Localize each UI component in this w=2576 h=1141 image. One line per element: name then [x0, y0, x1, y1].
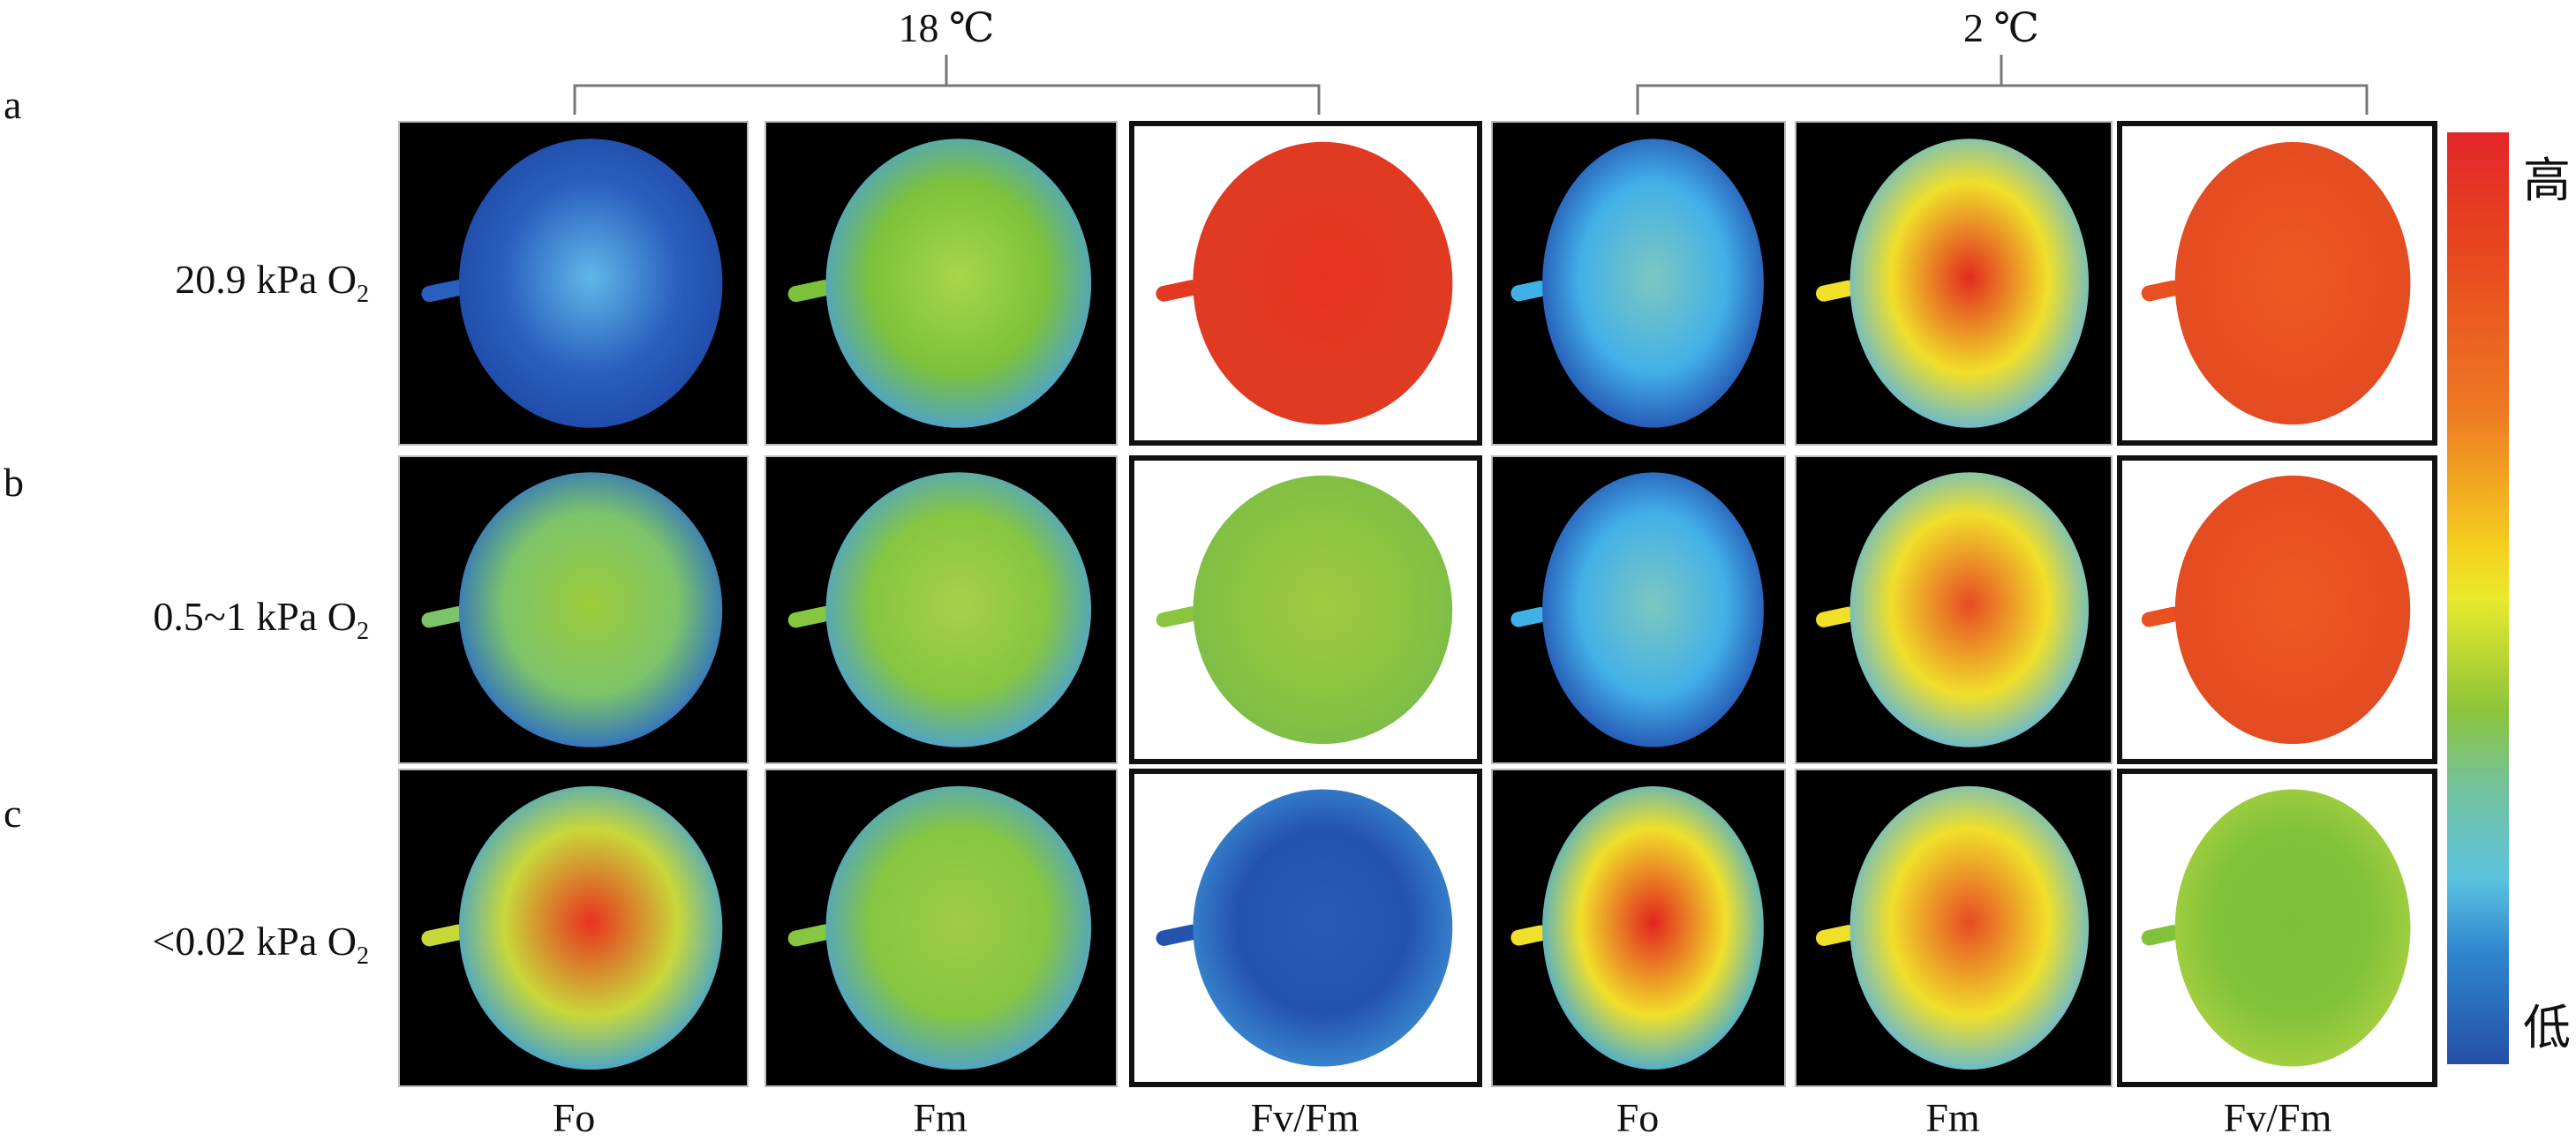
panel-a-fo-18c	[398, 121, 749, 446]
apple-shape	[458, 139, 723, 428]
apple-shape	[1849, 785, 2090, 1070]
panel-a-fvfm-2c	[2117, 121, 2437, 446]
apple-fluorescence-image	[421, 785, 723, 1070]
stem-shape	[1156, 280, 1201, 302]
apple-shape	[458, 785, 723, 1070]
panel-c-fo-2c	[1491, 769, 1786, 1087]
column-label-fm-18c: Fm	[913, 1095, 968, 1140]
column-label-fvfm-18c: Fv/Fm	[1250, 1095, 1360, 1140]
panel-a-fo-2c	[1491, 121, 1786, 446]
stem-shape	[2141, 925, 2181, 946]
apple-shape	[2174, 475, 2411, 745]
temperature-brackets	[573, 55, 2369, 115]
stem-shape	[2141, 606, 2181, 627]
apple-fluorescence-image	[787, 139, 1092, 428]
apple-shape	[1193, 141, 1453, 425]
panel-b-fm-18c	[765, 455, 1118, 764]
apple-fluorescence-image	[2141, 141, 2411, 425]
colorbar-low-label: 低	[2523, 1002, 2571, 1055]
stem-shape	[1816, 280, 1857, 302]
temperature-label-2c: 2 ℃	[1963, 5, 2039, 50]
apple-fluorescence-image	[1510, 472, 1764, 747]
panel-a-fvfm-18c	[1129, 121, 1482, 446]
apple-fluorescence-image	[421, 472, 723, 747]
apple-fluorescence-image	[1156, 475, 1453, 745]
column-label-fo-2c: Fo	[1616, 1095, 1660, 1140]
colorbar	[2447, 132, 2509, 1064]
panel-b-fvfm-18c	[1129, 455, 1482, 764]
panel-a-fm-18c	[765, 121, 1118, 446]
apple-shape	[1542, 139, 1764, 428]
row-label-a: 20.9 kPa O2	[175, 257, 369, 308]
stem-shape	[1510, 925, 1548, 946]
apple-fluorescence-image	[2141, 475, 2411, 745]
apple-fluorescence-image	[1156, 141, 1453, 425]
apple-fluorescence-image	[1510, 785, 1764, 1070]
apple-shape	[2174, 141, 2411, 425]
row-letter-b: b	[4, 460, 24, 505]
apple-shape	[1193, 475, 1453, 745]
row-letter-c: c	[4, 791, 22, 836]
row-label-b: 0.5~1 kPa O2	[153, 594, 369, 645]
stem-shape	[787, 924, 833, 947]
apple-shape	[825, 472, 1092, 747]
apple-shape	[1542, 785, 1764, 1070]
apple-fluorescence-image	[1510, 139, 1764, 428]
panel-c-fm-2c	[1795, 769, 2113, 1087]
apple-fluorescence-image	[1156, 789, 1453, 1067]
apple-shape	[1849, 472, 2090, 747]
stem-shape	[1816, 606, 1857, 627]
stem-shape	[421, 280, 466, 303]
apple-shape	[458, 472, 723, 747]
apple-fluorescence-image	[787, 472, 1092, 747]
apple-fluorescence-image	[1816, 139, 2090, 428]
apple-shape	[825, 785, 1092, 1070]
apple-shape	[1193, 789, 1453, 1067]
stem-shape	[1816, 925, 1857, 946]
panel-c-fvfm-2c	[2117, 769, 2437, 1087]
stem-shape	[787, 280, 833, 303]
apple-fluorescence-image	[421, 139, 723, 428]
column-label-fvfm-2c: Fv/Fm	[2223, 1095, 2332, 1140]
stem-shape	[421, 924, 466, 947]
stem-shape	[787, 606, 833, 628]
bracket-18c	[573, 55, 1321, 115]
apple-shape	[825, 139, 1092, 428]
panel-c-fm-18c	[765, 769, 1118, 1087]
panel-c-fo-18c	[398, 769, 749, 1087]
apple-shape	[1542, 472, 1764, 747]
apple-fluorescence-image	[787, 785, 1092, 1070]
stem-shape	[421, 606, 466, 628]
panel-b-fvfm-2c	[2117, 455, 2437, 764]
row-label-c: <0.02 kPa O2	[152, 919, 369, 970]
panel-b-fm-2c	[1795, 455, 2113, 764]
apple-shape	[2174, 789, 2411, 1067]
colorbar-high-label: 高	[2523, 154, 2571, 207]
temperature-label-18c: 18 ℃	[898, 5, 995, 50]
bracket-2c	[1636, 55, 2369, 115]
panel-b-fo-2c	[1491, 455, 1786, 764]
column-label-fm-2c: Fm	[1925, 1095, 1980, 1140]
column-label-fo-18c: Fo	[552, 1095, 596, 1140]
stem-shape	[1510, 281, 1548, 302]
stem-shape	[1156, 924, 1201, 946]
apple-fluorescence-image	[1816, 785, 2090, 1070]
apple-shape	[1849, 139, 2090, 428]
apple-fluorescence-image	[2141, 789, 2411, 1067]
panel-c-fvfm-18c	[1129, 769, 1482, 1087]
stem-shape	[1156, 606, 1201, 627]
row-letter-a: a	[4, 82, 22, 127]
panel-b-fo-18c	[398, 455, 749, 764]
stem-shape	[1510, 606, 1548, 627]
panel-a-fm-2c	[1795, 121, 2113, 446]
stem-shape	[2141, 280, 2181, 302]
apple-fluorescence-image	[1816, 472, 2090, 747]
